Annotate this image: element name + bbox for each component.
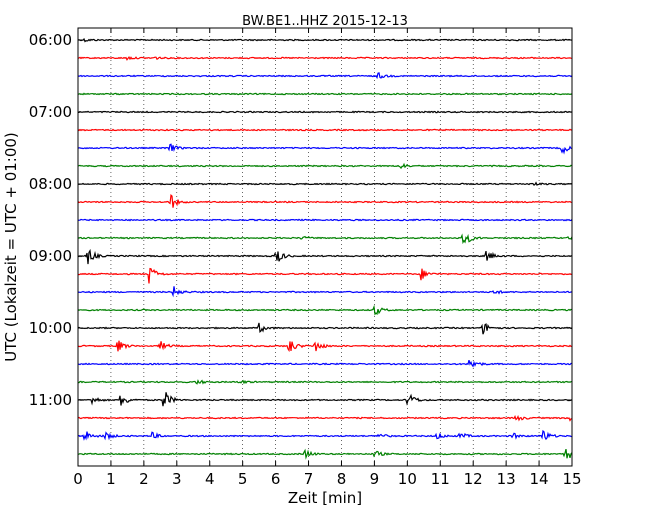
x-tick-label: 0: [73, 470, 83, 488]
x-axis-label: Zeit [min]: [288, 489, 362, 507]
x-tick-label: 4: [205, 470, 215, 488]
trace-line: [77, 448, 573, 460]
y-tick-label: 06:00: [29, 31, 72, 49]
x-tick-label: 14: [530, 470, 549, 488]
trace-line: [77, 92, 573, 96]
x-tick-label: 3: [172, 470, 182, 488]
trace-line: [77, 233, 573, 245]
trace-line: [77, 218, 573, 222]
y-tick-label: 08:00: [29, 175, 72, 193]
x-tick-label: 9: [370, 470, 380, 488]
x-tick-label: 10: [398, 470, 417, 488]
trace-line: [77, 267, 573, 284]
trace-line: [77, 143, 572, 155]
x-tick-label: 7: [304, 470, 314, 488]
chart-title: BW.BE1..HHZ 2015-12-13: [242, 14, 408, 29]
trace-line: [77, 340, 573, 353]
x-tick-label: 1: [106, 470, 116, 488]
plot-frame: [77, 27, 573, 467]
x-tick-label: 15: [562, 470, 581, 488]
trace-line: [77, 429, 573, 441]
trace-line: [77, 55, 573, 61]
trace-line: [77, 304, 573, 316]
trace-line: [77, 248, 573, 265]
x-tick-label: 13: [497, 470, 516, 488]
trace-line: [77, 193, 572, 208]
x-tick-label: 11: [431, 470, 450, 488]
y-tick-label: 09:00: [29, 247, 72, 265]
trace-line: [77, 322, 573, 335]
y-axis-ticks: 06:00 07:00 08:00 09:00 10:00 11:00: [29, 31, 572, 409]
x-tick-label: 5: [238, 470, 248, 488]
x-axis-ticks: 0 1 2 3 4 5 6 7 8 9 10 11 12 13 14 15: [73, 28, 582, 488]
trace-line: [77, 392, 573, 407]
x-tick-label: 12: [464, 470, 483, 488]
trace-line: [77, 37, 573, 43]
y-axis-label: UTC (Lokalzeit = UTC + 01:00): [2, 132, 20, 362]
seismic-traces: [77, 37, 573, 460]
x-tick-label: 8: [337, 470, 347, 488]
y-tick-label: 07:00: [29, 103, 72, 121]
x-tick-label: 6: [271, 470, 281, 488]
trace-line: [77, 128, 573, 132]
x-tick-label: 2: [139, 470, 149, 488]
trace-line: [77, 414, 573, 422]
trace-line: [78, 72, 573, 80]
trace-line: [77, 379, 573, 385]
trace-line: [77, 286, 573, 298]
trace-line: [77, 181, 573, 186]
trace-line: [77, 162, 573, 170]
y-tick-label: 11:00: [29, 391, 72, 409]
trace-line: [77, 360, 573, 368]
trace-line: [78, 110, 573, 114]
y-tick-label: 10:00: [29, 319, 72, 337]
